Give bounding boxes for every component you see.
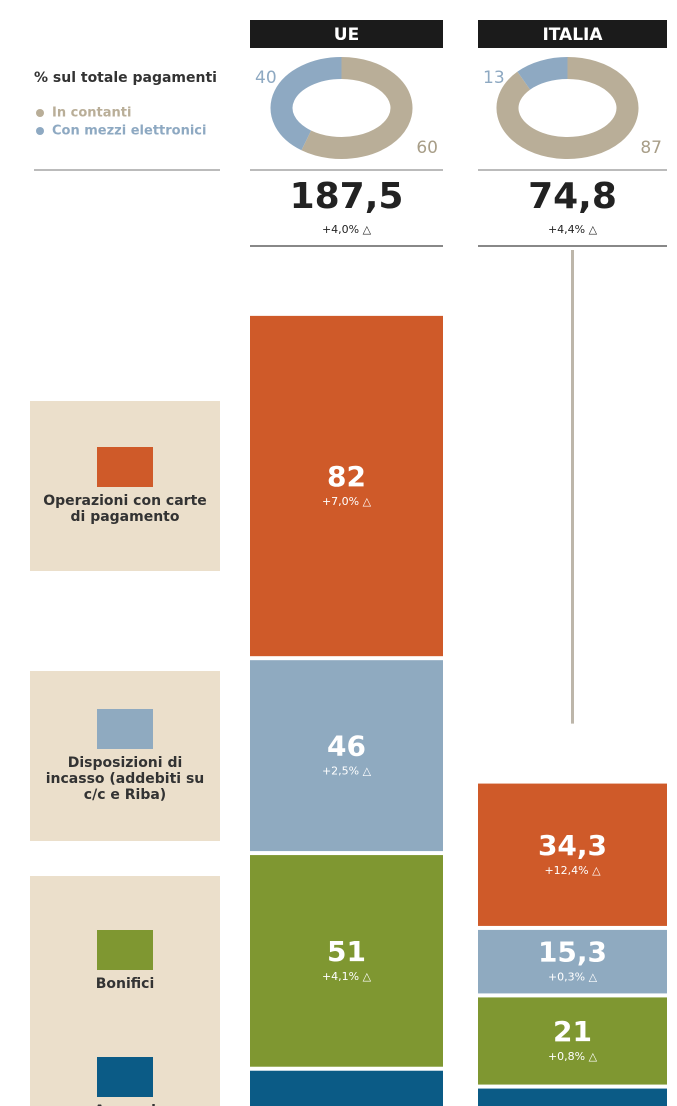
bar-segment <box>250 855 443 1067</box>
value-change: +2,5% △ <box>322 765 372 778</box>
category-icon <box>97 708 153 749</box>
legend-title: % sul totale pagamenti <box>34 70 217 86</box>
category-name: Assegni <box>94 1103 156 1106</box>
value-change: +0,3% △ <box>548 971 598 984</box>
category-label: Assegni <box>30 1038 220 1106</box>
bar-segment <box>250 1070 443 1106</box>
total-change: +4,0% △ <box>322 223 372 236</box>
value-change: +4,1% △ <box>322 970 372 983</box>
value-label: 34,3 <box>538 829 607 862</box>
total-value: 187,5 <box>290 176 404 217</box>
category-name: Disposizioni di incasso (addebiti su c/c… <box>45 754 205 803</box>
category-name: Bonifici <box>95 975 155 992</box>
category-icon <box>97 447 153 488</box>
header-label: ITALIA <box>542 25 603 45</box>
total-change: +4,4% △ <box>548 223 598 236</box>
category-icon <box>97 929 153 970</box>
category-label: Disposizioni di incasso (addebiti su c/c… <box>30 670 220 841</box>
pie-value: 60 <box>416 138 438 158</box>
value-label: 51 <box>327 935 366 968</box>
bar-segment <box>478 929 667 994</box>
pie-value: 40 <box>255 68 277 88</box>
pie-slice <box>301 57 413 159</box>
value-label: 21 <box>553 1015 592 1048</box>
legend-dot <box>36 127 44 135</box>
legend-label: In contanti <box>52 106 131 121</box>
value-change: +12,4% △ <box>544 864 601 877</box>
header-box <box>478 20 667 48</box>
pie-slice <box>517 57 568 90</box>
pie-slice <box>270 57 342 151</box>
value-label: 82 <box>327 460 366 493</box>
category-label: Operazioni con carte di pagamento <box>30 401 220 572</box>
total-value: 74,8 <box>528 176 617 217</box>
pie-slice <box>496 57 639 159</box>
value-change: +0,8% △ <box>548 1050 598 1063</box>
header-box <box>250 20 443 48</box>
legend-dot <box>36 109 44 117</box>
bar-segment <box>478 783 667 926</box>
value-label: 46 <box>327 730 366 763</box>
legend-label: Con mezzi elettronici <box>52 124 206 139</box>
pie-value: 13 <box>483 68 505 88</box>
value-change: +7,0% △ <box>322 495 372 508</box>
bar-segment <box>478 997 667 1085</box>
category-name: Operazioni con carte di pagamento <box>43 493 207 526</box>
bar-segment <box>250 315 443 657</box>
header-label: UE <box>334 25 359 45</box>
category-icon <box>97 1057 153 1098</box>
category-label: Bonifici <box>30 875 220 1046</box>
value-label: 15,3 <box>538 936 607 969</box>
pie-value: 87 <box>640 138 662 158</box>
bar-segment <box>478 1088 667 1106</box>
bar-segment <box>250 660 443 852</box>
